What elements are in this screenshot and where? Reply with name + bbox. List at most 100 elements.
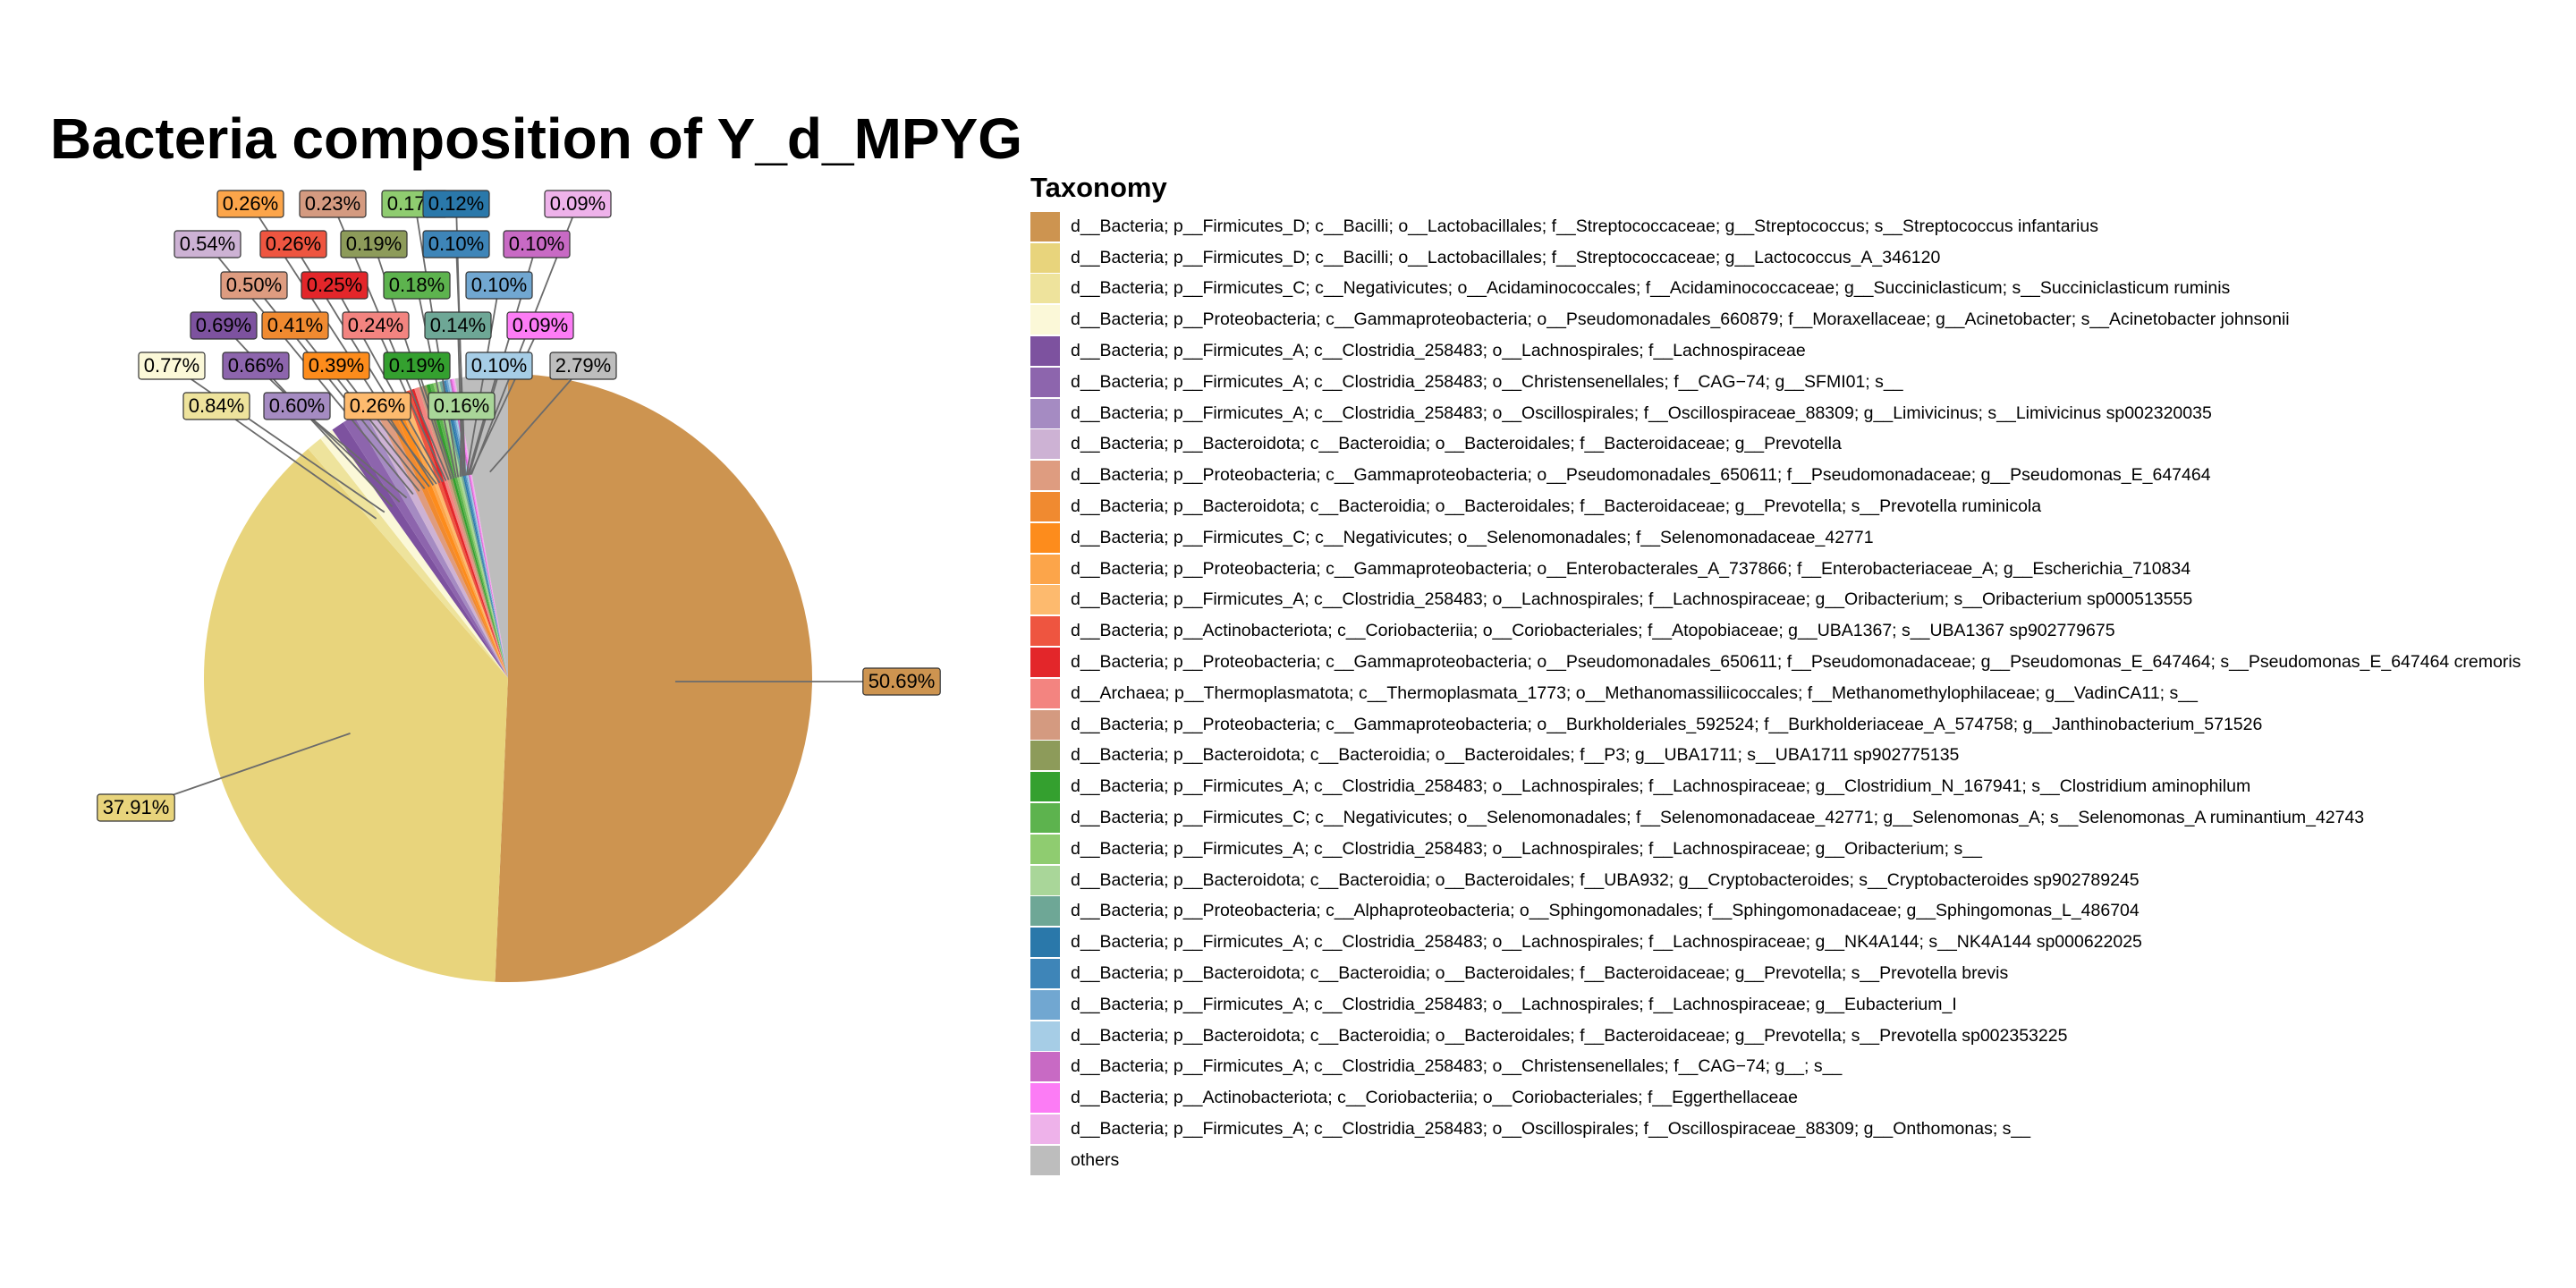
- legend-item: d__Bacteria; p__Bacteroidota; c__Bactero…: [1030, 1021, 2521, 1052]
- leader-line: [171, 365, 386, 513]
- slice-label: 0.14%: [424, 311, 492, 340]
- slice-label-text: 0.60%: [269, 394, 325, 417]
- legend-swatch: [1030, 522, 1060, 553]
- slice-label: 0.09%: [544, 190, 612, 218]
- slice-label-text: 0.10%: [428, 233, 484, 255]
- leader-line: [216, 405, 377, 520]
- legend-item: d__Bacteria; p__Firmicutes_A; c__Clostri…: [1030, 335, 2521, 367]
- slice-label: 50.69%: [862, 667, 941, 696]
- legend-label: d__Bacteria; p__Firmicutes_D; c__Bacilli…: [1071, 247, 1941, 267]
- pie-slice: [388, 395, 508, 678]
- legend-label: d__Bacteria; p__Firmicutes_A; c__Clostri…: [1071, 994, 1957, 1014]
- legend-swatch: [1030, 959, 1060, 989]
- slice-label-text: 0.69%: [196, 314, 251, 336]
- legend-title: Taxonomy: [1030, 172, 1167, 203]
- pie-slice: [495, 374, 812, 982]
- slice-label-text: 0.09%: [513, 314, 568, 336]
- slice-label: 0.09%: [506, 311, 574, 340]
- pie-slice: [343, 415, 508, 678]
- pie-slice: [454, 374, 508, 678]
- slice-label-box: [340, 230, 408, 258]
- legend-item: d__Bacteria; p__Firmicutes_D; c__Bacilli…: [1030, 242, 2521, 274]
- pie-slice: [410, 388, 508, 678]
- slice-label: 0.18%: [383, 271, 451, 300]
- legend-swatch: [1030, 678, 1060, 708]
- legend-label: d__Bacteria; p__Actinobacteriota; c__Cor…: [1071, 1088, 1799, 1108]
- slice-label-box: [302, 352, 370, 380]
- slice-label-box: [301, 271, 369, 300]
- slice-label-box: [422, 190, 490, 218]
- pie-labels: 50.69% 37.91% 0.84% 0.77% 0.69% 0.66% 0.60% 0.5…: [97, 190, 941, 822]
- slice-label-text: 0.77%: [144, 354, 199, 377]
- slice-label-box: [422, 230, 490, 258]
- slice-label-box: [216, 190, 284, 218]
- legend-swatch: [1030, 585, 1060, 615]
- legend-swatch: [1030, 305, 1060, 335]
- pie-slice: [332, 422, 508, 678]
- slice-label: 0.26%: [216, 190, 284, 218]
- slice-label-box: [299, 190, 367, 218]
- slice-label-box: [862, 667, 941, 696]
- legend-swatch: [1030, 865, 1060, 895]
- legend-label: d__Bacteria; p__Bacteroidota; c__Bactero…: [1071, 869, 2140, 890]
- slice-label: 0.84%: [182, 392, 250, 420]
- pie-slice: [381, 398, 508, 678]
- legend-item: d__Bacteria; p__Firmicutes_A; c__Clostri…: [1030, 834, 2521, 865]
- legend-label: d__Bacteria; p__Firmicutes_A; c__Clostri…: [1071, 838, 1982, 859]
- leader-line: [335, 365, 430, 487]
- slice-label-box: [428, 392, 496, 420]
- legend-item: d__Bacteria; p__Firmicutes_A; c__Clostri…: [1030, 1052, 2521, 1083]
- slice-label: 0.24%: [342, 311, 410, 340]
- legend-item: d__Bacteria; p__Bacteroidota; c__Bactero…: [1030, 865, 2521, 896]
- slice-label-text: 0.26%: [350, 394, 405, 417]
- legend-label: d__Bacteria; p__Bacteroidota; c__Bactero…: [1071, 963, 2009, 984]
- legend-item: d__Bacteria; p__Firmicutes_A; c__Clostri…: [1030, 398, 2521, 429]
- pie-slice: [429, 383, 508, 678]
- legend-swatch: [1030, 554, 1060, 584]
- slice-label: 0.10%: [422, 230, 490, 258]
- legend-label: d__Bacteria; p__Firmicutes_C; c__Negativ…: [1071, 278, 2231, 299]
- legend-label: d__Bacteria; p__Firmicutes_A; c__Clostri…: [1071, 776, 2251, 797]
- pie-slice: [442, 380, 508, 678]
- legend-item: d__Bacteria; p__Bacteroidota; c__Bactero…: [1030, 491, 2521, 522]
- legend-label: d__Bacteria; p__Bacteroidota; c__Bactero…: [1071, 1025, 2068, 1046]
- slice-label-box: [465, 271, 533, 300]
- legend-item: others: [1030, 1145, 2521, 1176]
- slice-label: 0.41%: [261, 311, 329, 340]
- legend-swatch: [1030, 1114, 1060, 1144]
- legend-label: d__Bacteria; p__Firmicutes_D; c__Bacilli…: [1071, 216, 2098, 236]
- pie-slice: [451, 378, 508, 678]
- slice-label-box: [342, 311, 410, 340]
- slice-label-box: [383, 352, 451, 380]
- legend-label: d__Bacteria; p__Firmicutes_A; c__Clostri…: [1071, 932, 2142, 953]
- legend-swatch: [1030, 741, 1060, 771]
- slice-label: 37.91%: [97, 793, 175, 822]
- slice-label-text: 0.25%: [307, 274, 362, 296]
- pie-slice: [414, 387, 508, 678]
- legend-item: d__Bacteria; p__Proteobacteria; c__Gamma…: [1030, 460, 2521, 491]
- legend-swatch: [1030, 648, 1060, 678]
- leader-line: [489, 365, 584, 473]
- slice-label: 0.19%: [383, 352, 451, 380]
- pie-slice: [320, 429, 508, 678]
- slice-label-box: [549, 352, 617, 380]
- slice-label-box: [383, 271, 451, 300]
- legend-items: d__Bacteria; p__Firmicutes_D; c__Bacilli…: [1030, 211, 2521, 1176]
- slice-label-text: 0.19%: [389, 354, 445, 377]
- pie-slice: [395, 394, 508, 678]
- pie-slice: [453, 378, 508, 678]
- slice-label: 2.79%: [549, 352, 617, 380]
- legend-item: d__Bacteria; p__Actinobacteriota; c__Cor…: [1030, 1082, 2521, 1114]
- slice-label: 0.54%: [174, 230, 242, 258]
- slice-label-text: 0.10%: [471, 354, 527, 377]
- legend-swatch: [1030, 772, 1060, 802]
- legend-label: d__Bacteria; p__Firmicutes_A; c__Clostri…: [1071, 402, 2212, 423]
- legend-item: d__Archaea; p__Thermoplasmatota; c__Ther…: [1030, 678, 2521, 709]
- legend-item: d__Bacteria; p__Firmicutes_A; c__Clostri…: [1030, 989, 2521, 1021]
- slice-label: 0.10%: [465, 352, 533, 380]
- slice-label-box: [97, 793, 175, 822]
- legend-swatch: [1030, 461, 1060, 491]
- legend-item: d__Bacteria; p__Proteobacteria; c__Gamma…: [1030, 554, 2521, 585]
- slice-label-box: [220, 271, 288, 300]
- legend-label: d__Bacteria; p__Firmicutes_A; c__Clostri…: [1071, 1056, 1843, 1077]
